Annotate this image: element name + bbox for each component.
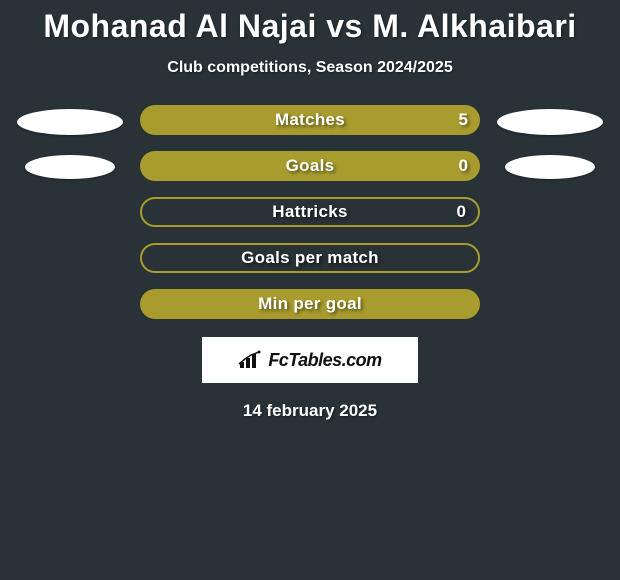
right-player-col — [480, 105, 620, 319]
left-player-col — [0, 105, 140, 319]
date-text: 14 february 2025 — [243, 401, 377, 421]
stat-label: Min per goal — [258, 294, 362, 314]
stat-row-hattricks: Hattricks 0 — [140, 197, 480, 227]
page-title: Mohanad Al Najai vs M. Alkhaibari — [43, 8, 576, 45]
stat-label: Goals per match — [241, 248, 379, 268]
right-oval-1 — [497, 109, 603, 135]
source-logo: FcTables.com — [202, 337, 418, 383]
bar-chart-icon — [238, 350, 264, 370]
stat-row-min-per-goal: Min per goal — [140, 289, 480, 319]
stats-area: Matches 5 Goals 0 Hattricks 0 Goals per … — [0, 105, 620, 319]
stat-row-goals: Goals 0 — [140, 151, 480, 181]
stat-label: Hattricks — [272, 202, 347, 222]
stat-row-matches: Matches 5 — [140, 105, 480, 135]
page-subtitle: Club competitions, Season 2024/2025 — [167, 59, 452, 77]
left-oval-2 — [25, 155, 115, 179]
stat-bars: Matches 5 Goals 0 Hattricks 0 Goals per … — [140, 105, 480, 319]
stat-label: Goals — [286, 156, 335, 176]
logo-text: FcTables.com — [268, 350, 381, 371]
logo-inner: FcTables.com — [238, 350, 381, 371]
stat-row-goals-per-match: Goals per match — [140, 243, 480, 273]
stat-value-right: 0 — [457, 202, 466, 222]
stat-value-right: 5 — [459, 110, 468, 130]
left-oval-1 — [17, 109, 123, 135]
stat-value-right: 0 — [459, 156, 468, 176]
stat-label: Matches — [275, 110, 345, 130]
comparison-infographic: Mohanad Al Najai vs M. Alkhaibari Club c… — [0, 0, 620, 421]
right-oval-2 — [505, 155, 595, 179]
